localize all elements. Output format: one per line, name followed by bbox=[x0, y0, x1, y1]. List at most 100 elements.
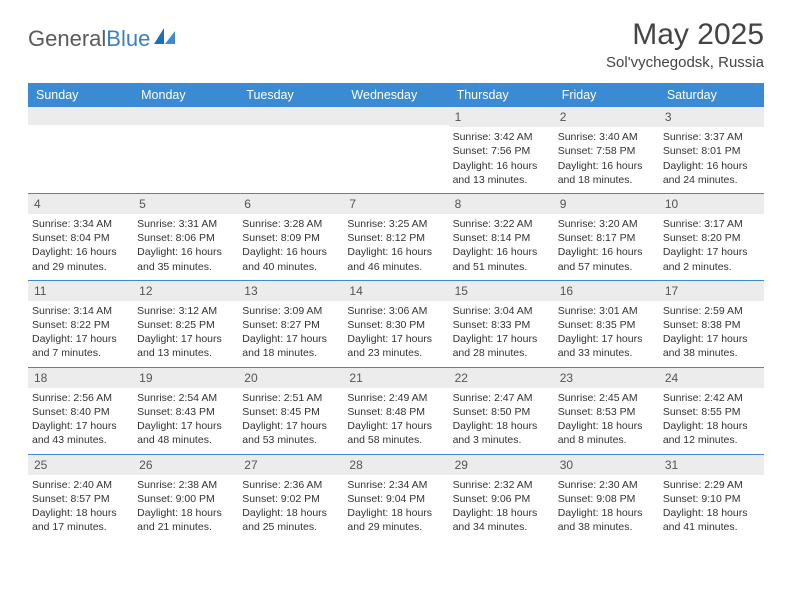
sunset-text: Sunset: 8:48 PM bbox=[347, 405, 444, 419]
sunset-text: Sunset: 8:14 PM bbox=[453, 231, 550, 245]
daylight-text: Daylight: 18 hours and 41 minutes. bbox=[663, 506, 760, 534]
sunset-text: Sunset: 8:20 PM bbox=[663, 231, 760, 245]
day-cell: 1Sunrise: 3:42 AMSunset: 7:56 PMDaylight… bbox=[449, 107, 554, 193]
title-block: May 2025 Sol'vychegodsk, Russia bbox=[606, 18, 764, 71]
day-number: 3 bbox=[659, 107, 764, 127]
logo-word1: General bbox=[28, 26, 106, 51]
page-subtitle: Sol'vychegodsk, Russia bbox=[606, 54, 764, 71]
day-number: 26 bbox=[133, 455, 238, 475]
sunrise-text: Sunrise: 2:30 AM bbox=[558, 478, 655, 492]
day-header: Friday bbox=[554, 83, 659, 107]
daylight-text: Daylight: 18 hours and 34 minutes. bbox=[453, 506, 550, 534]
daylight-text: Daylight: 17 hours and 58 minutes. bbox=[347, 419, 444, 447]
sunrise-text: Sunrise: 2:29 AM bbox=[663, 478, 760, 492]
sunset-text: Sunset: 8:38 PM bbox=[663, 318, 760, 332]
calendar: SundayMondayTuesdayWednesdayThursdayFrid… bbox=[28, 83, 764, 540]
sunrise-text: Sunrise: 3:01 AM bbox=[558, 304, 655, 318]
daylight-text: Daylight: 16 hours and 40 minutes. bbox=[242, 245, 339, 273]
day-number: 13 bbox=[238, 281, 343, 301]
logo-text: GeneralBlue bbox=[28, 26, 150, 52]
day-number: 30 bbox=[554, 455, 659, 475]
sunrise-text: Sunrise: 2:49 AM bbox=[347, 391, 444, 405]
day-header: Saturday bbox=[659, 83, 764, 107]
sunrise-text: Sunrise: 2:56 AM bbox=[32, 391, 129, 405]
day-cell: 20Sunrise: 2:51 AMSunset: 8:45 PMDayligh… bbox=[238, 368, 343, 454]
sunset-text: Sunset: 8:55 PM bbox=[663, 405, 760, 419]
sunset-text: Sunset: 9:00 PM bbox=[137, 492, 234, 506]
sunset-text: Sunset: 8:09 PM bbox=[242, 231, 339, 245]
sunset-text: Sunset: 9:10 PM bbox=[663, 492, 760, 506]
daylight-text: Daylight: 16 hours and 18 minutes. bbox=[558, 159, 655, 187]
day-cell: 8Sunrise: 3:22 AMSunset: 8:14 PMDaylight… bbox=[449, 194, 554, 280]
day-cell: 31Sunrise: 2:29 AMSunset: 9:10 PMDayligh… bbox=[659, 455, 764, 541]
day-cell: 11Sunrise: 3:14 AMSunset: 8:22 PMDayligh… bbox=[28, 281, 133, 367]
day-number: 10 bbox=[659, 194, 764, 214]
sunrise-text: Sunrise: 3:34 AM bbox=[32, 217, 129, 231]
day-cell bbox=[28, 107, 133, 193]
day-cell: 30Sunrise: 2:30 AMSunset: 9:08 PMDayligh… bbox=[554, 455, 659, 541]
daylight-text: Daylight: 17 hours and 33 minutes. bbox=[558, 332, 655, 360]
sunset-text: Sunset: 8:17 PM bbox=[558, 231, 655, 245]
daylight-text: Daylight: 18 hours and 8 minutes. bbox=[558, 419, 655, 447]
day-cell: 29Sunrise: 2:32 AMSunset: 9:06 PMDayligh… bbox=[449, 455, 554, 541]
sunset-text: Sunset: 8:30 PM bbox=[347, 318, 444, 332]
daylight-text: Daylight: 17 hours and 18 minutes. bbox=[242, 332, 339, 360]
daylight-text: Daylight: 18 hours and 12 minutes. bbox=[663, 419, 760, 447]
daylight-text: Daylight: 16 hours and 24 minutes. bbox=[663, 159, 760, 187]
sunrise-text: Sunrise: 3:12 AM bbox=[137, 304, 234, 318]
week-row: 4Sunrise: 3:34 AMSunset: 8:04 PMDaylight… bbox=[28, 193, 764, 280]
day-cell: 22Sunrise: 2:47 AMSunset: 8:50 PMDayligh… bbox=[449, 368, 554, 454]
daylight-text: Daylight: 17 hours and 43 minutes. bbox=[32, 419, 129, 447]
sunset-text: Sunset: 8:04 PM bbox=[32, 231, 129, 245]
daylight-text: Daylight: 18 hours and 17 minutes. bbox=[32, 506, 129, 534]
sunrise-text: Sunrise: 3:40 AM bbox=[558, 130, 655, 144]
sunrise-text: Sunrise: 2:47 AM bbox=[453, 391, 550, 405]
day-cell: 27Sunrise: 2:36 AMSunset: 9:02 PMDayligh… bbox=[238, 455, 343, 541]
day-number: 14 bbox=[343, 281, 448, 301]
week-row: 11Sunrise: 3:14 AMSunset: 8:22 PMDayligh… bbox=[28, 280, 764, 367]
logo-word2: Blue bbox=[106, 26, 150, 51]
day-cell: 18Sunrise: 2:56 AMSunset: 8:40 PMDayligh… bbox=[28, 368, 133, 454]
sunset-text: Sunset: 8:22 PM bbox=[32, 318, 129, 332]
day-cell: 3Sunrise: 3:37 AMSunset: 8:01 PMDaylight… bbox=[659, 107, 764, 193]
sunset-text: Sunset: 7:58 PM bbox=[558, 144, 655, 158]
logo: GeneralBlue bbox=[28, 18, 176, 52]
sail-icon bbox=[154, 28, 176, 51]
sunset-text: Sunset: 9:02 PM bbox=[242, 492, 339, 506]
day-number: 15 bbox=[449, 281, 554, 301]
day-cell: 17Sunrise: 2:59 AMSunset: 8:38 PMDayligh… bbox=[659, 281, 764, 367]
day-cell bbox=[133, 107, 238, 193]
sunset-text: Sunset: 8:43 PM bbox=[137, 405, 234, 419]
sunset-text: Sunset: 8:27 PM bbox=[242, 318, 339, 332]
day-number: 12 bbox=[133, 281, 238, 301]
sunrise-text: Sunrise: 3:09 AM bbox=[242, 304, 339, 318]
daylight-text: Daylight: 18 hours and 29 minutes. bbox=[347, 506, 444, 534]
daylight-text: Daylight: 16 hours and 35 minutes. bbox=[137, 245, 234, 273]
daylight-text: Daylight: 16 hours and 46 minutes. bbox=[347, 245, 444, 273]
day-cell: 19Sunrise: 2:54 AMSunset: 8:43 PMDayligh… bbox=[133, 368, 238, 454]
page-title: May 2025 bbox=[606, 18, 764, 52]
day-number: 5 bbox=[133, 194, 238, 214]
day-number: 20 bbox=[238, 368, 343, 388]
day-number: 16 bbox=[554, 281, 659, 301]
day-cell: 9Sunrise: 3:20 AMSunset: 8:17 PMDaylight… bbox=[554, 194, 659, 280]
header: GeneralBlue May 2025 Sol'vychegodsk, Rus… bbox=[28, 18, 764, 71]
week-row: 1Sunrise: 3:42 AMSunset: 7:56 PMDaylight… bbox=[28, 107, 764, 193]
day-number: 23 bbox=[554, 368, 659, 388]
day-number: 2 bbox=[554, 107, 659, 127]
day-cell: 2 Sunrise: 3:40 AMSunset: 7:58 PMDaylight… bbox=[554, 107, 659, 193]
day-number: 1 bbox=[449, 107, 554, 127]
day-cell: 5Sunrise: 3:31 AMSunset: 8:06 PMDaylight… bbox=[133, 194, 238, 280]
day-number: 7 bbox=[343, 194, 448, 214]
sunset-text: Sunset: 8:33 PM bbox=[453, 318, 550, 332]
day-cell: 6Sunrise: 3:28 AMSunset: 8:09 PMDaylight… bbox=[238, 194, 343, 280]
daylight-text: Daylight: 17 hours and 38 minutes. bbox=[663, 332, 760, 360]
day-cell: 25Sunrise: 2:40 AMSunset: 8:57 PMDayligh… bbox=[28, 455, 133, 541]
day-number: 11 bbox=[28, 281, 133, 301]
sunrise-text: Sunrise: 3:25 AM bbox=[347, 217, 444, 231]
daylight-text: Daylight: 17 hours and 7 minutes. bbox=[32, 332, 129, 360]
sunrise-text: Sunrise: 2:45 AM bbox=[558, 391, 655, 405]
sunrise-text: Sunrise: 2:42 AM bbox=[663, 391, 760, 405]
day-header: Wednesday bbox=[343, 83, 448, 107]
day-cell: 13 Sunrise: 3:09 AMSunset: 8:27 PMDayligh… bbox=[238, 281, 343, 367]
